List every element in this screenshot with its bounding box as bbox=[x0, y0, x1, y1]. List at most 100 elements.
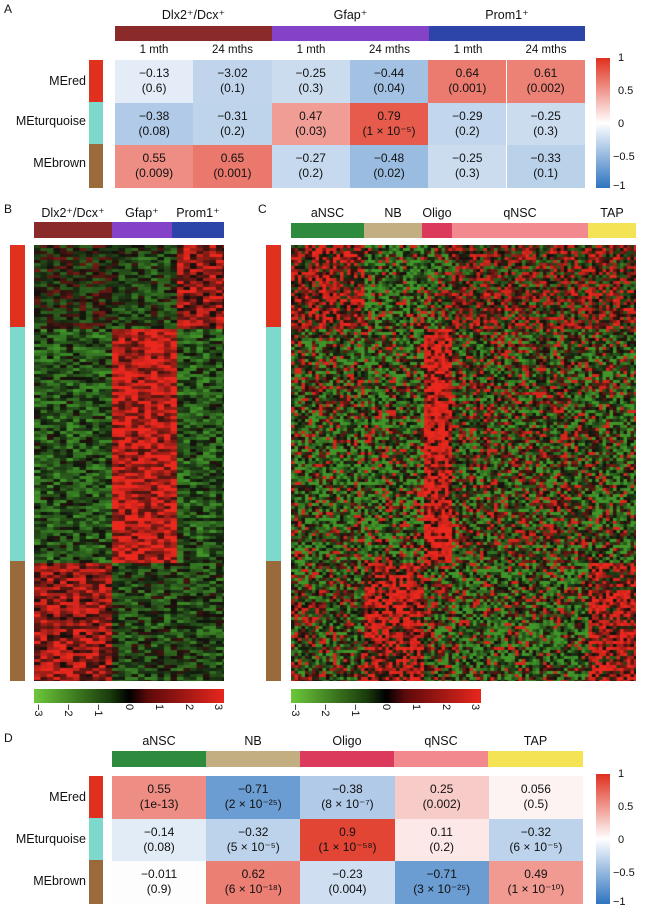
correlation-cell: 0.79 (1 × 10⁻⁵) bbox=[349, 102, 429, 145]
panel-d-scale-tick: −1 bbox=[613, 896, 626, 908]
panel-d-bar-tap bbox=[488, 751, 583, 767]
correlation-cell: −0.33 (0.1) bbox=[506, 145, 585, 188]
correlation-cell: −0.27 (0.2) bbox=[271, 145, 350, 188]
panel-c-module-turquoise bbox=[266, 327, 281, 561]
correlation-value: −3.02 bbox=[217, 66, 248, 81]
panel-c-bar-tap bbox=[588, 223, 636, 238]
panel-d-group-tap: TAP bbox=[523, 734, 548, 748]
panel-d-bar-oligo bbox=[300, 751, 394, 767]
p-value: (0.08) bbox=[143, 839, 175, 854]
panel-c-expression-heatmap bbox=[291, 245, 636, 681]
panel-a-scale-tick: 0.5 bbox=[618, 85, 634, 97]
correlation-value: −0.48 bbox=[373, 151, 405, 166]
p-value: (1 × 10⁻⁵) bbox=[362, 123, 416, 138]
correlation-cell: −0.29 (0.2) bbox=[428, 102, 507, 145]
panel-d-row-label: MEred bbox=[49, 790, 86, 804]
p-value: (3 × 10⁻²⁵) bbox=[413, 882, 471, 897]
p-value: (0.001) bbox=[213, 166, 252, 181]
panel-d-group-oligo: Oligo bbox=[332, 734, 362, 748]
panel-d-group-ansc: aNSC bbox=[142, 734, 176, 748]
correlation-value: −0.38 bbox=[332, 782, 363, 797]
p-value: (0.9) bbox=[146, 882, 172, 897]
correlation-value: −0.31 bbox=[217, 108, 248, 123]
correlation-value: 0.49 bbox=[524, 867, 548, 882]
correlation-cell: −0.44 (0.04) bbox=[349, 60, 429, 103]
panel-d-scale-tick: 0 bbox=[618, 834, 625, 846]
p-value: (0.5) bbox=[523, 797, 549, 812]
correlation-value: −0.25 bbox=[530, 108, 561, 123]
correlation-value: 0.47 bbox=[299, 108, 323, 123]
correlation-value: −0.13 bbox=[138, 66, 170, 81]
module-turquoise-swatch bbox=[89, 818, 103, 860]
panel-d-scale-tick: −0.5 bbox=[613, 867, 635, 879]
panel-c-group-nb: NB bbox=[384, 206, 402, 220]
correlation-value: 0.62 bbox=[241, 867, 265, 882]
correlation-value: −0.71 bbox=[238, 782, 269, 797]
panel-b-group-prom1: Prom1⁺ bbox=[176, 206, 220, 220]
p-value: (0.002) bbox=[422, 797, 461, 812]
panel-c-group-ansc: aNSC bbox=[310, 206, 345, 220]
p-value: (8 × 10⁻⁷) bbox=[321, 797, 374, 812]
correlation-cell: 0.61 (0.002) bbox=[506, 60, 585, 103]
panel-a-scale-tick: 0 bbox=[618, 118, 625, 130]
p-value: (0.6) bbox=[141, 81, 167, 96]
correlation-cell: 0.55 (1e-13) bbox=[112, 776, 207, 819]
correlation-cell: 0.9 (1 × 10⁻⁵⁸) bbox=[300, 818, 395, 861]
p-value: (0.2) bbox=[429, 839, 455, 854]
correlation-cell: −0.25 (0.3) bbox=[428, 145, 507, 188]
correlation-value: −0.14 bbox=[143, 824, 175, 839]
panel-d-row-label: MEturquoise bbox=[15, 832, 86, 846]
correlation-value: 0.056 bbox=[520, 782, 551, 797]
correlation-value: −0.29 bbox=[452, 108, 483, 123]
correlation-value: 0.64 bbox=[455, 66, 480, 81]
correlation-cell: −0.25 (0.3) bbox=[271, 60, 350, 103]
correlation-value: −0.32 bbox=[520, 824, 552, 839]
correlation-value: 0.55 bbox=[147, 782, 171, 797]
panel-a-bar-dlx bbox=[115, 26, 272, 41]
correlation-value: −0.44 bbox=[373, 66, 405, 81]
p-value: (0.08) bbox=[138, 123, 170, 138]
panel-c-module-brown bbox=[266, 561, 281, 681]
module-brown-swatch bbox=[89, 144, 103, 188]
correlation-cell: −0.31 (0.2) bbox=[193, 102, 272, 145]
panel-b-module-brown bbox=[10, 561, 25, 681]
panel-c-group-qnsc: qNSC bbox=[503, 206, 537, 220]
correlation-cell: 0.62 (6 × 10⁻¹⁸) bbox=[206, 861, 301, 904]
correlation-value: 0.55 bbox=[142, 151, 166, 166]
panel-b-bar-prom1 bbox=[172, 222, 224, 238]
panel-a-timepoint: 1 mth bbox=[139, 44, 169, 56]
correlation-value: 0.9 bbox=[339, 824, 356, 839]
correlation-value: −0.38 bbox=[138, 108, 170, 123]
p-value: (0.004) bbox=[328, 882, 367, 897]
correlation-cell: 0.11 (0.2) bbox=[394, 818, 489, 861]
p-value: (0.001) bbox=[448, 81, 487, 96]
correlation-cell: 0.64 (0.001) bbox=[428, 60, 507, 103]
panel-c-module-red bbox=[266, 245, 281, 327]
panel-b-group-gfap: Gfap⁺ bbox=[125, 206, 159, 220]
panel-b-expression-heatmap bbox=[34, 245, 224, 681]
panel-a-timepoint: 1 mth bbox=[296, 44, 326, 56]
correlation-value: 0.25 bbox=[430, 782, 454, 797]
p-value: (0.2) bbox=[298, 166, 324, 181]
panel-d-color-scale bbox=[596, 774, 610, 904]
p-value: (0.1) bbox=[533, 166, 558, 181]
panel-d-scale-tick: 1 bbox=[618, 768, 625, 780]
panel-a-row-label: MEbrown bbox=[33, 156, 86, 170]
p-value: (1 × 10⁻¹⁰) bbox=[507, 882, 565, 897]
panel-a-scale-tick: 1 bbox=[618, 52, 625, 64]
correlation-value: −0.71 bbox=[426, 867, 457, 882]
panel-c-bar-qnsc bbox=[452, 223, 588, 238]
panel-b-label: B bbox=[4, 202, 13, 216]
panel-b-group-dlx: Dlx2⁺/Dcx⁺ bbox=[41, 206, 105, 220]
panel-c-color-scale bbox=[291, 689, 481, 703]
p-value: (1e-13) bbox=[139, 797, 179, 812]
module-turquoise-swatch bbox=[89, 102, 103, 144]
correlation-cell: 0.056 (0.5) bbox=[488, 776, 583, 819]
p-value: (0.002) bbox=[526, 81, 565, 96]
panel-c-group-tap: TAP bbox=[600, 206, 624, 220]
correlation-cell: 0.25 (0.002) bbox=[394, 776, 489, 819]
correlation-value: −0.23 bbox=[332, 867, 363, 882]
panel-a-label: A bbox=[4, 2, 13, 16]
correlation-cell: −0.14 (0.08) bbox=[112, 818, 207, 861]
correlation-cell: 0.55 (0.009) bbox=[115, 145, 194, 188]
